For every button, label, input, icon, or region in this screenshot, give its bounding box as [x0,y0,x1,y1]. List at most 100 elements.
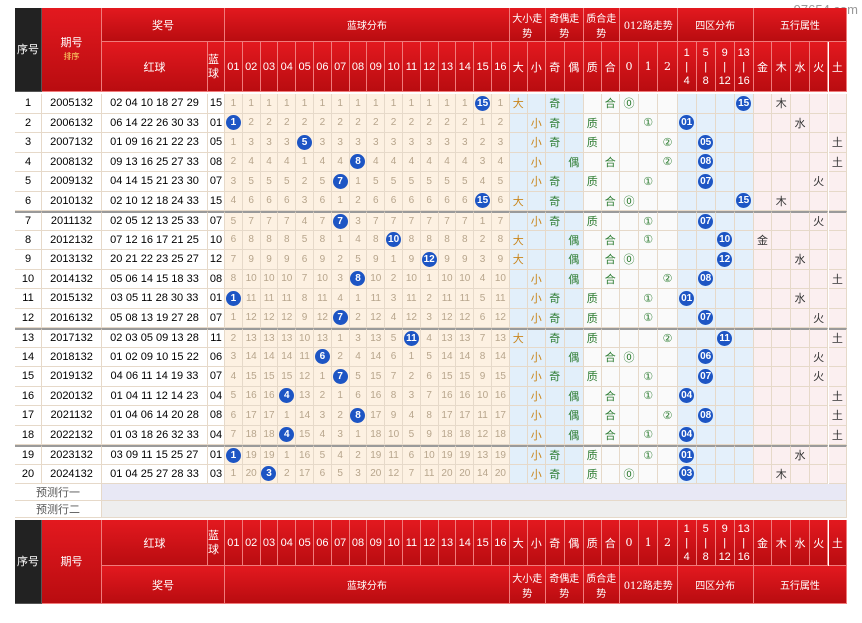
blue-ball: 01 [208,289,225,309]
parity-labels: 偶 [564,520,584,566]
mod-cell: ② [658,269,678,289]
prime-cell [601,445,620,465]
zone-cell: 08 [696,269,716,289]
omission: 3 [319,409,326,421]
prime-cell [583,230,602,250]
omission: 9 [408,253,415,265]
element-cell [772,172,792,192]
mod-mark: ① [643,116,654,130]
omission: 4 [390,312,397,324]
mod-cell [639,406,659,426]
prime-cell: 质 [583,133,602,153]
element-labels: 木 [772,42,792,92]
omission: 3 [337,273,343,285]
prime-labels: 合 [601,42,620,92]
parity-cell [545,152,565,172]
prime-labels: 质 [583,42,602,92]
element-cell: 木 [772,191,792,211]
blue-cell: 2 [492,113,510,133]
blue-cell: 6 [314,464,332,484]
omission: 2 [408,117,415,129]
blue-cell: 15 [474,94,492,114]
omission: 7 [230,253,237,265]
element-cell [791,328,810,348]
parity-cell [564,308,584,328]
blue-cell: 3 [349,328,368,348]
prime-cell [601,113,620,133]
blue-cell: 12 [278,308,297,328]
zone-cell [696,289,716,309]
omission: 13 [459,332,471,344]
blue-cell: 20 [242,464,261,484]
blue-cell: 12 [242,308,261,328]
size-cell [527,250,546,270]
omission: 7 [426,390,432,402]
size-mark: 大 [512,253,524,267]
omission: 2 [284,468,290,480]
blue-cell: 1 [314,94,332,114]
omission: 10 [316,273,328,285]
prime-cell: 合 [601,347,620,367]
blue-cell: 1 [474,113,492,133]
mod-cell [619,367,640,387]
blue-cell: 17 [367,406,386,426]
blue-number-header: 06 [314,42,332,92]
mod-labels: 0 [619,42,640,92]
element-cell [828,230,848,250]
parity-mark: 奇 [549,97,561,111]
blue-cell: 10 [456,269,475,289]
mod-mark: ② [662,155,673,169]
omission: 1 [337,97,343,109]
omission: 5 [408,175,415,187]
size-labels: 大 [509,520,528,566]
blue-cell: 12 [474,425,492,445]
blue-cell: 7 [367,211,386,231]
omission: 7 [390,370,397,382]
blue-cell: 3 [260,133,279,153]
sort-link[interactable]: 排序 [63,51,80,61]
zone-cell [677,308,697,328]
blue-cell: 4 [225,191,243,211]
parity-cell [564,367,584,387]
element-cell [772,347,792,367]
blue-cell: 10 [314,269,332,289]
red-balls: 01 02 09 10 15 22 [102,347,208,367]
blue-cell: 4 [278,425,297,445]
omission: 2 [390,117,397,129]
prime-cell: 质 [583,308,602,328]
blue-hit: 3 [261,466,277,482]
blue-cell: 1 [403,94,421,114]
zone-to: 8 [702,74,709,87]
blue-cell: 1 [225,464,243,484]
omission: 15 [245,370,257,382]
blue-cell: 1 [225,445,243,465]
blue-cell: 2 [296,172,314,192]
blue-cell: 3 [474,250,492,270]
blue-cell: 6 [278,191,297,211]
element-cell [753,250,773,270]
blue-cell: 5 [492,172,510,192]
parity-mark: 偶 [568,409,580,423]
issue: 2014132 [42,269,102,289]
blue-cell: 8 [456,230,475,250]
red-balls: 05 06 14 15 18 33 [102,269,208,289]
prediction-row: 预测行一 [15,484,102,501]
omission: 15 [441,370,453,382]
prime-cell [583,269,602,289]
parity-cell [545,425,565,445]
omission: 5 [301,234,308,246]
zone-cell [696,425,716,445]
zone-cell [677,94,697,114]
parity-cell: 奇 [545,191,565,211]
zone-cell [715,152,735,172]
blue-hit: 10 [386,232,402,248]
mod-cell: ① [639,445,659,465]
element-mark: 木 [775,194,787,208]
omission: 2 [497,117,504,129]
prime-cell [583,191,602,211]
blue-cell: 11 [420,464,439,484]
mod-mark: ⓪ [623,467,635,481]
omission: 2 [266,117,272,129]
blue-number-header: 05 [296,520,314,566]
prime-cell [601,367,620,387]
